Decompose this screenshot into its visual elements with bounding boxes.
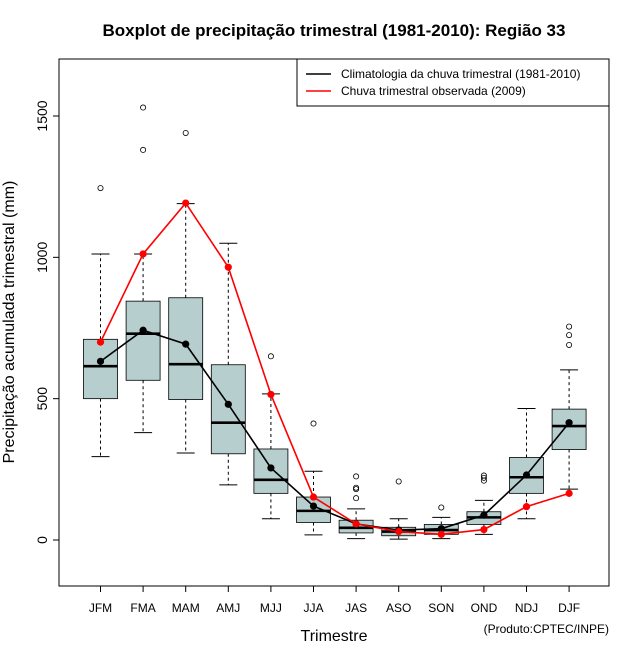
boxplot-mjj	[253, 353, 289, 520]
series-point-climatology	[139, 326, 147, 334]
boxplot-djf	[551, 323, 587, 490]
series-point-observed	[309, 493, 318, 501]
outlier-point	[566, 323, 573, 330]
x-tick-label: MJJ	[260, 601, 282, 615]
boxplot-mam	[168, 129, 204, 454]
series-point-climatology	[437, 525, 445, 533]
series-point-observed	[139, 250, 147, 258]
legend-label-climatology: Climatologia da chuva trimestral (1981-2…	[341, 67, 580, 81]
y-axis: 0 500 1000 1500	[34, 100, 59, 544]
series-point-climatology	[309, 502, 318, 510]
series-point-observed	[224, 263, 232, 271]
y-tick-label: 500	[34, 387, 50, 411]
y-tick-label: 1000	[34, 242, 50, 273]
series-point-observed	[395, 527, 403, 536]
boxplots	[83, 104, 587, 540]
y-tick-label: 1500	[34, 100, 50, 131]
box-iqr	[125, 300, 161, 381]
x-tick-label: FMA	[130, 601, 155, 615]
x-tick-label: JJA	[303, 601, 323, 615]
series-point-observed	[522, 503, 531, 511]
outlier-point	[566, 341, 573, 348]
series-point-climatology	[224, 400, 232, 408]
box-iqr	[168, 297, 204, 400]
outlier-point	[182, 129, 189, 136]
x-tick-label: DJF	[558, 601, 580, 615]
series-point-observed	[182, 199, 190, 207]
outlier-point	[310, 420, 317, 427]
outlier-point	[566, 332, 573, 339]
series-point-observed	[267, 390, 275, 399]
series-point-climatology	[182, 340, 190, 348]
outlier-point	[97, 185, 104, 192]
x-tick-label: OND	[471, 601, 498, 615]
chart-title: Boxplot de precipitação trimestral (1981…	[103, 21, 566, 40]
outlier-point	[353, 473, 360, 480]
boxplot-jja	[296, 420, 331, 536]
box-iqr	[210, 364, 246, 455]
outlier-point	[353, 495, 360, 502]
legend-label-observed: Chuva trimestral observada (2009)	[341, 84, 526, 98]
series-lines	[96, 199, 573, 538]
boxplot-fma	[125, 104, 161, 434]
box-iqr	[551, 408, 587, 450]
series-point-climatology	[96, 357, 105, 365]
outlier-point	[480, 472, 487, 479]
x-tick-label: ASO	[386, 601, 411, 615]
x-tick-label: NDJ	[515, 601, 538, 615]
series-point-climatology	[565, 419, 573, 427]
boxplot-jas	[338, 473, 374, 540]
outlier-point	[353, 484, 360, 491]
x-tick-label: JAS	[345, 601, 367, 615]
series-point-climatology	[267, 464, 275, 472]
x-axis-label: Trimestre	[301, 628, 368, 645]
outlier-point	[140, 104, 147, 111]
series-point-observed	[480, 525, 488, 534]
series-point-climatology	[522, 471, 531, 479]
x-tick-label: AMJ	[216, 601, 240, 615]
box-iqr	[83, 338, 118, 400]
series-line-observed	[99, 201, 570, 536]
credit-text: (Produto:CPTEC/INPE)	[484, 622, 609, 636]
outlier-point	[395, 478, 402, 485]
x-tick-label: JFM	[89, 601, 112, 615]
y-axis-label: Precipitação acumulada trimestral (mm)	[1, 181, 18, 464]
series-point-observed	[96, 338, 105, 346]
x-axis: JFM FMA MAM AMJ MJJ JJA JAS ASO SON OND NDJ DJF	[89, 586, 580, 615]
outlier-point	[267, 353, 274, 360]
legend-box	[296, 58, 610, 107]
outlier-point	[438, 504, 445, 511]
x-tick-label: SON	[428, 601, 454, 615]
series-point-observed	[565, 489, 573, 497]
outlier-point	[480, 474, 487, 481]
series-point-observed	[352, 520, 360, 528]
y-tick-label: 0	[34, 536, 50, 544]
outlier-point	[140, 146, 147, 153]
boxplot-amj	[210, 242, 246, 486]
series-point-climatology	[480, 511, 488, 519]
boxplot-jfm	[83, 185, 118, 458]
x-tick-label: MAM	[172, 601, 200, 615]
legend: Climatologia da chuva trimestral (1981-2…	[296, 58, 610, 107]
series-point-observed	[437, 530, 445, 538]
series-line-climatology	[100, 329, 570, 531]
